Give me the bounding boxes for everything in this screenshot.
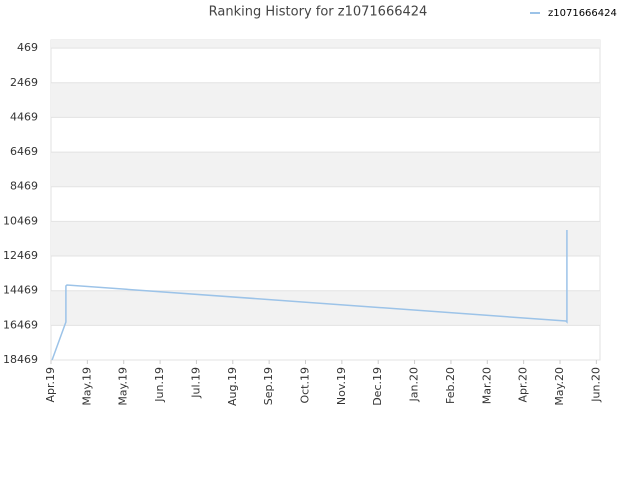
grid-band bbox=[51, 82, 600, 118]
chart-title: Ranking History for z1071666424 bbox=[209, 5, 428, 20]
y-tick-label: 12469 bbox=[3, 249, 38, 262]
x-tick-label: Oct.19 bbox=[299, 367, 312, 404]
y-tick-label: 4469 bbox=[10, 110, 38, 123]
x-tick-label: May.19 bbox=[117, 367, 130, 406]
x-tick-label: Jun.20 bbox=[589, 367, 602, 403]
x-tick-label: Feb.20 bbox=[444, 367, 457, 404]
y-tick-label: 10469 bbox=[3, 214, 38, 227]
y-tick-label: 18469 bbox=[3, 353, 38, 366]
x-tick-label: Nov.19 bbox=[335, 367, 348, 405]
grid-band bbox=[51, 290, 600, 326]
y-tick-label: 8469 bbox=[10, 180, 38, 193]
x-tick-label: Jan.20 bbox=[408, 367, 421, 402]
y-tick-label: 16469 bbox=[3, 318, 38, 331]
x-tick-label: May.19 bbox=[80, 367, 93, 406]
grid-band bbox=[51, 40, 600, 49]
y-tick-label: 14469 bbox=[3, 284, 38, 297]
grid-band bbox=[51, 152, 600, 187]
x-tick-label: Sep.19 bbox=[262, 367, 275, 405]
grid-band bbox=[51, 221, 600, 257]
y-tick-label: 2469 bbox=[10, 76, 38, 89]
y-tick-label: 469 bbox=[17, 41, 38, 54]
x-tick-label: Apr.20 bbox=[517, 367, 530, 403]
series-line bbox=[51, 230, 568, 361]
x-tick-label: Mar.20 bbox=[480, 367, 493, 404]
legend-label: z1071666424 bbox=[548, 8, 617, 19]
x-tick-label: Apr.19 bbox=[44, 367, 57, 403]
y-tick-label: 6469 bbox=[10, 145, 38, 158]
x-tick-label: Dec.19 bbox=[371, 367, 384, 406]
x-tick-label: Aug.19 bbox=[226, 367, 239, 406]
x-tick-label: Jun.19 bbox=[153, 367, 166, 403]
x-tick-label: Jul.19 bbox=[189, 367, 202, 399]
x-tick-label: May.20 bbox=[553, 367, 566, 406]
